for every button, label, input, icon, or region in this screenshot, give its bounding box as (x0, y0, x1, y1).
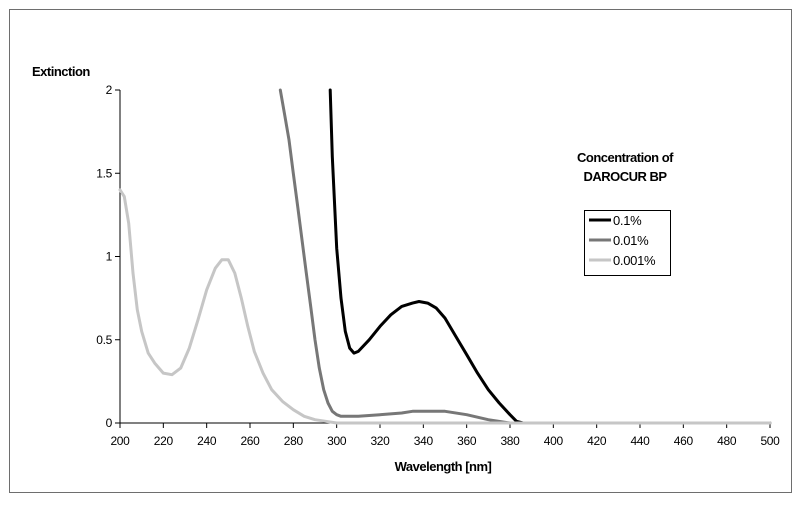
x-tick-label: 280 (284, 434, 304, 448)
x-tick-label: 260 (240, 434, 260, 448)
series-line-3 (118, 188, 772, 425)
series-lines (118, 88, 772, 425)
x-tick-label: 360 (457, 434, 477, 448)
x-tick-label: 340 (414, 434, 434, 448)
x-tick-label: 460 (674, 434, 694, 448)
legend-entries: 0.1% 0.01% 0.001% (589, 213, 656, 268)
legend-label-3: 0.001% (613, 253, 656, 268)
x-tick-label: 500 (760, 434, 780, 448)
legend-label-1: 0.1% (613, 213, 642, 228)
x-tick-label: 300 (327, 434, 347, 448)
x-tick-label: 320 (370, 434, 390, 448)
x-tick-label: 480 (717, 434, 737, 448)
x-tick-label: 220 (154, 434, 174, 448)
y-tick-label: 1 (106, 250, 113, 264)
series-line-1 (328, 88, 772, 425)
y-tick-label: 1.5 (96, 166, 112, 180)
legend-label-2: 0.01% (613, 233, 649, 248)
series-line-2 (278, 88, 772, 425)
x-tick-label: 240 (197, 434, 217, 448)
legend: Concentration of DAROCUR BP 0.1% 0.01% 0.0… (577, 150, 675, 276)
y-tick-label: 0.5 (96, 333, 112, 347)
y-axis-ticks: 0 0.5 1 1.5 2 (96, 83, 120, 430)
legend-title-line-2: DAROCUR BP (583, 169, 667, 184)
x-axis-label: Wavelength [nm] (395, 459, 492, 474)
y-tick-label: 0 (106, 416, 113, 430)
y-tick-label: 2 (106, 83, 113, 97)
legend-title-line-1: Concentration of (577, 150, 674, 165)
x-tick-label: 200 (110, 434, 130, 448)
x-tick-label: 400 (544, 434, 564, 448)
x-tick-label: 420 (587, 434, 607, 448)
x-tick-label: 380 (500, 434, 520, 448)
y-axis-label: Extinction (32, 64, 90, 79)
x-axis-ticks: 200 220 240 260 280 300 320 340 360 380 400 420 440 4… (110, 423, 780, 448)
chart-border (9, 9, 792, 493)
x-tick-label: 440 (630, 434, 650, 448)
